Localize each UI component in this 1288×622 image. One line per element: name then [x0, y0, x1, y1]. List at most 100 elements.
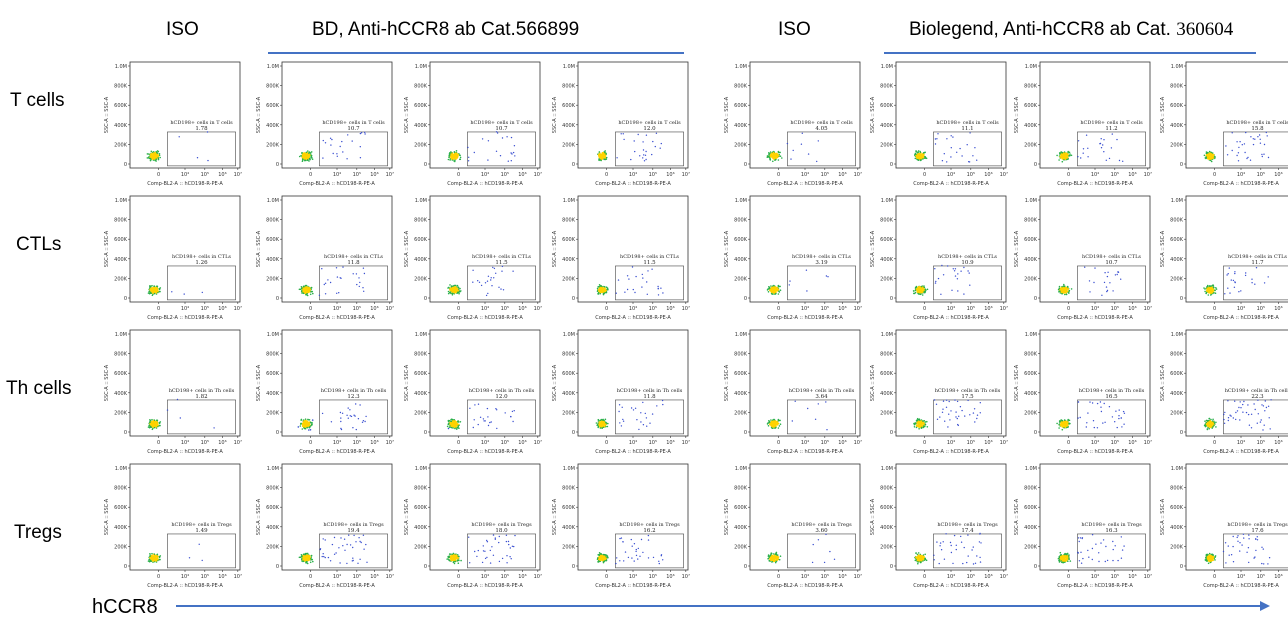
event-dot-positive [487, 159, 489, 161]
x-tick-label: 0 [605, 306, 608, 312]
event-dot-positive [1105, 286, 1108, 288]
event-dot-positive [952, 268, 954, 270]
event-dot-positive [359, 146, 361, 148]
y-tick-label: 400K [1024, 391, 1038, 397]
event-dot [305, 158, 308, 161]
y-axis-label: SSC-A :: SSC-A [256, 364, 262, 401]
event-dot [914, 157, 917, 160]
gate-percent: 12.3 [347, 394, 360, 400]
x-tick-label: 10⁷ [682, 440, 690, 446]
event-dot [455, 428, 458, 430]
event-dot-positive [623, 138, 625, 141]
event-dot [1208, 427, 1210, 430]
event-dot [778, 425, 781, 427]
y-axis-label: SSC-A :: SSC-A [724, 364, 730, 401]
plot-frame [129, 329, 241, 437]
x-tick-label: 10⁷ [854, 172, 862, 178]
event-dot [455, 150, 458, 152]
event-dot [925, 157, 928, 160]
event-dot [452, 292, 454, 295]
event-dot-positive [329, 137, 332, 139]
event-dot [304, 292, 307, 294]
event-dot-positive [487, 140, 490, 142]
event-dot-positive [1093, 426, 1096, 429]
event-dot [151, 424, 154, 427]
event-dot [605, 291, 608, 294]
event-dot [598, 290, 601, 292]
plot-frame [281, 329, 393, 437]
x-tick-label: 10⁷ [234, 306, 242, 312]
event-dot [1206, 289, 1208, 292]
event-dot-positive [342, 151, 344, 153]
y-tick-label: 0 [744, 430, 747, 436]
y-tick-label: 1.0M [415, 198, 427, 204]
event-dot-positive [331, 138, 333, 141]
event-dot-positive [363, 272, 366, 275]
event-dot-positive [642, 401, 644, 404]
event-dot-positive [355, 403, 357, 405]
event-dot-positive [1116, 426, 1118, 429]
event-dot [456, 284, 459, 287]
x-tick-label: 10⁶ [518, 172, 526, 178]
y-axis-label: SSC-A :: SSC-A [870, 230, 876, 267]
event-dot [157, 424, 159, 427]
event-dot [1064, 290, 1067, 293]
event-dot-positive [634, 150, 636, 153]
event-dot [300, 286, 303, 288]
event-dot [1208, 423, 1211, 425]
event-dot [149, 288, 152, 291]
event-dot-positive [346, 158, 348, 160]
event-dot-positive [339, 277, 341, 279]
event-dot-positive [817, 403, 819, 405]
x-axis-label: Comp-BL2-A :: hCD198-R-PE-A [447, 315, 523, 321]
event-dot [156, 288, 159, 290]
gate-percent: 12.0 [643, 126, 656, 132]
event-dot-positive [347, 407, 349, 409]
event-dot-positive [801, 132, 803, 134]
event-dot [1208, 291, 1211, 293]
x-tick-label: 10⁴ [947, 440, 955, 446]
event-dot [305, 153, 307, 155]
gate-label: hCD198+ cells in T cells [618, 120, 681, 126]
x-tick-label: 10⁵ [501, 306, 509, 312]
x-tick-label: 10⁷ [1000, 306, 1008, 312]
event-dot [447, 420, 450, 423]
event-dot-positive [961, 409, 963, 412]
event-dot [152, 156, 155, 159]
event-dot-positive [644, 412, 646, 415]
event-dot-positive [341, 412, 344, 414]
event-dot [766, 289, 769, 291]
event-dot-positive [621, 406, 623, 408]
event-dot [775, 158, 777, 161]
y-tick-label: 800K [414, 352, 428, 358]
event-dot [1070, 154, 1073, 157]
event-dot-positive [340, 417, 342, 419]
event-dot [150, 150, 153, 153]
x-tick-label: 0 [1067, 306, 1070, 312]
y-tick-label: 600K [880, 371, 894, 377]
event-dot [1061, 419, 1064, 422]
x-axis-label: Comp-BL2-A :: hCD198-R-PE-A [595, 449, 671, 455]
event-dot [452, 157, 455, 159]
event-dot-positive [1251, 282, 1253, 284]
event-dot [458, 288, 460, 290]
event-dot [602, 288, 605, 291]
event-dot [598, 158, 600, 160]
y-axis-label: SSC-A :: SSC-A [724, 96, 730, 133]
plot-frame [577, 195, 689, 303]
event-dot [918, 289, 921, 291]
event-dot [149, 285, 151, 287]
x-tick-label: 10⁴ [1237, 440, 1245, 446]
event-dot-positive [949, 419, 951, 421]
x-tick-label: 0 [605, 172, 608, 178]
event-dot [1066, 152, 1068, 155]
event-dot-positive [657, 287, 659, 290]
plot-frame [895, 61, 1007, 169]
event-dot-positive [501, 137, 504, 139]
gate-box [319, 265, 388, 301]
event-dot [1069, 154, 1071, 157]
event-dot-positive [941, 264, 943, 267]
event-dot [1060, 153, 1063, 155]
